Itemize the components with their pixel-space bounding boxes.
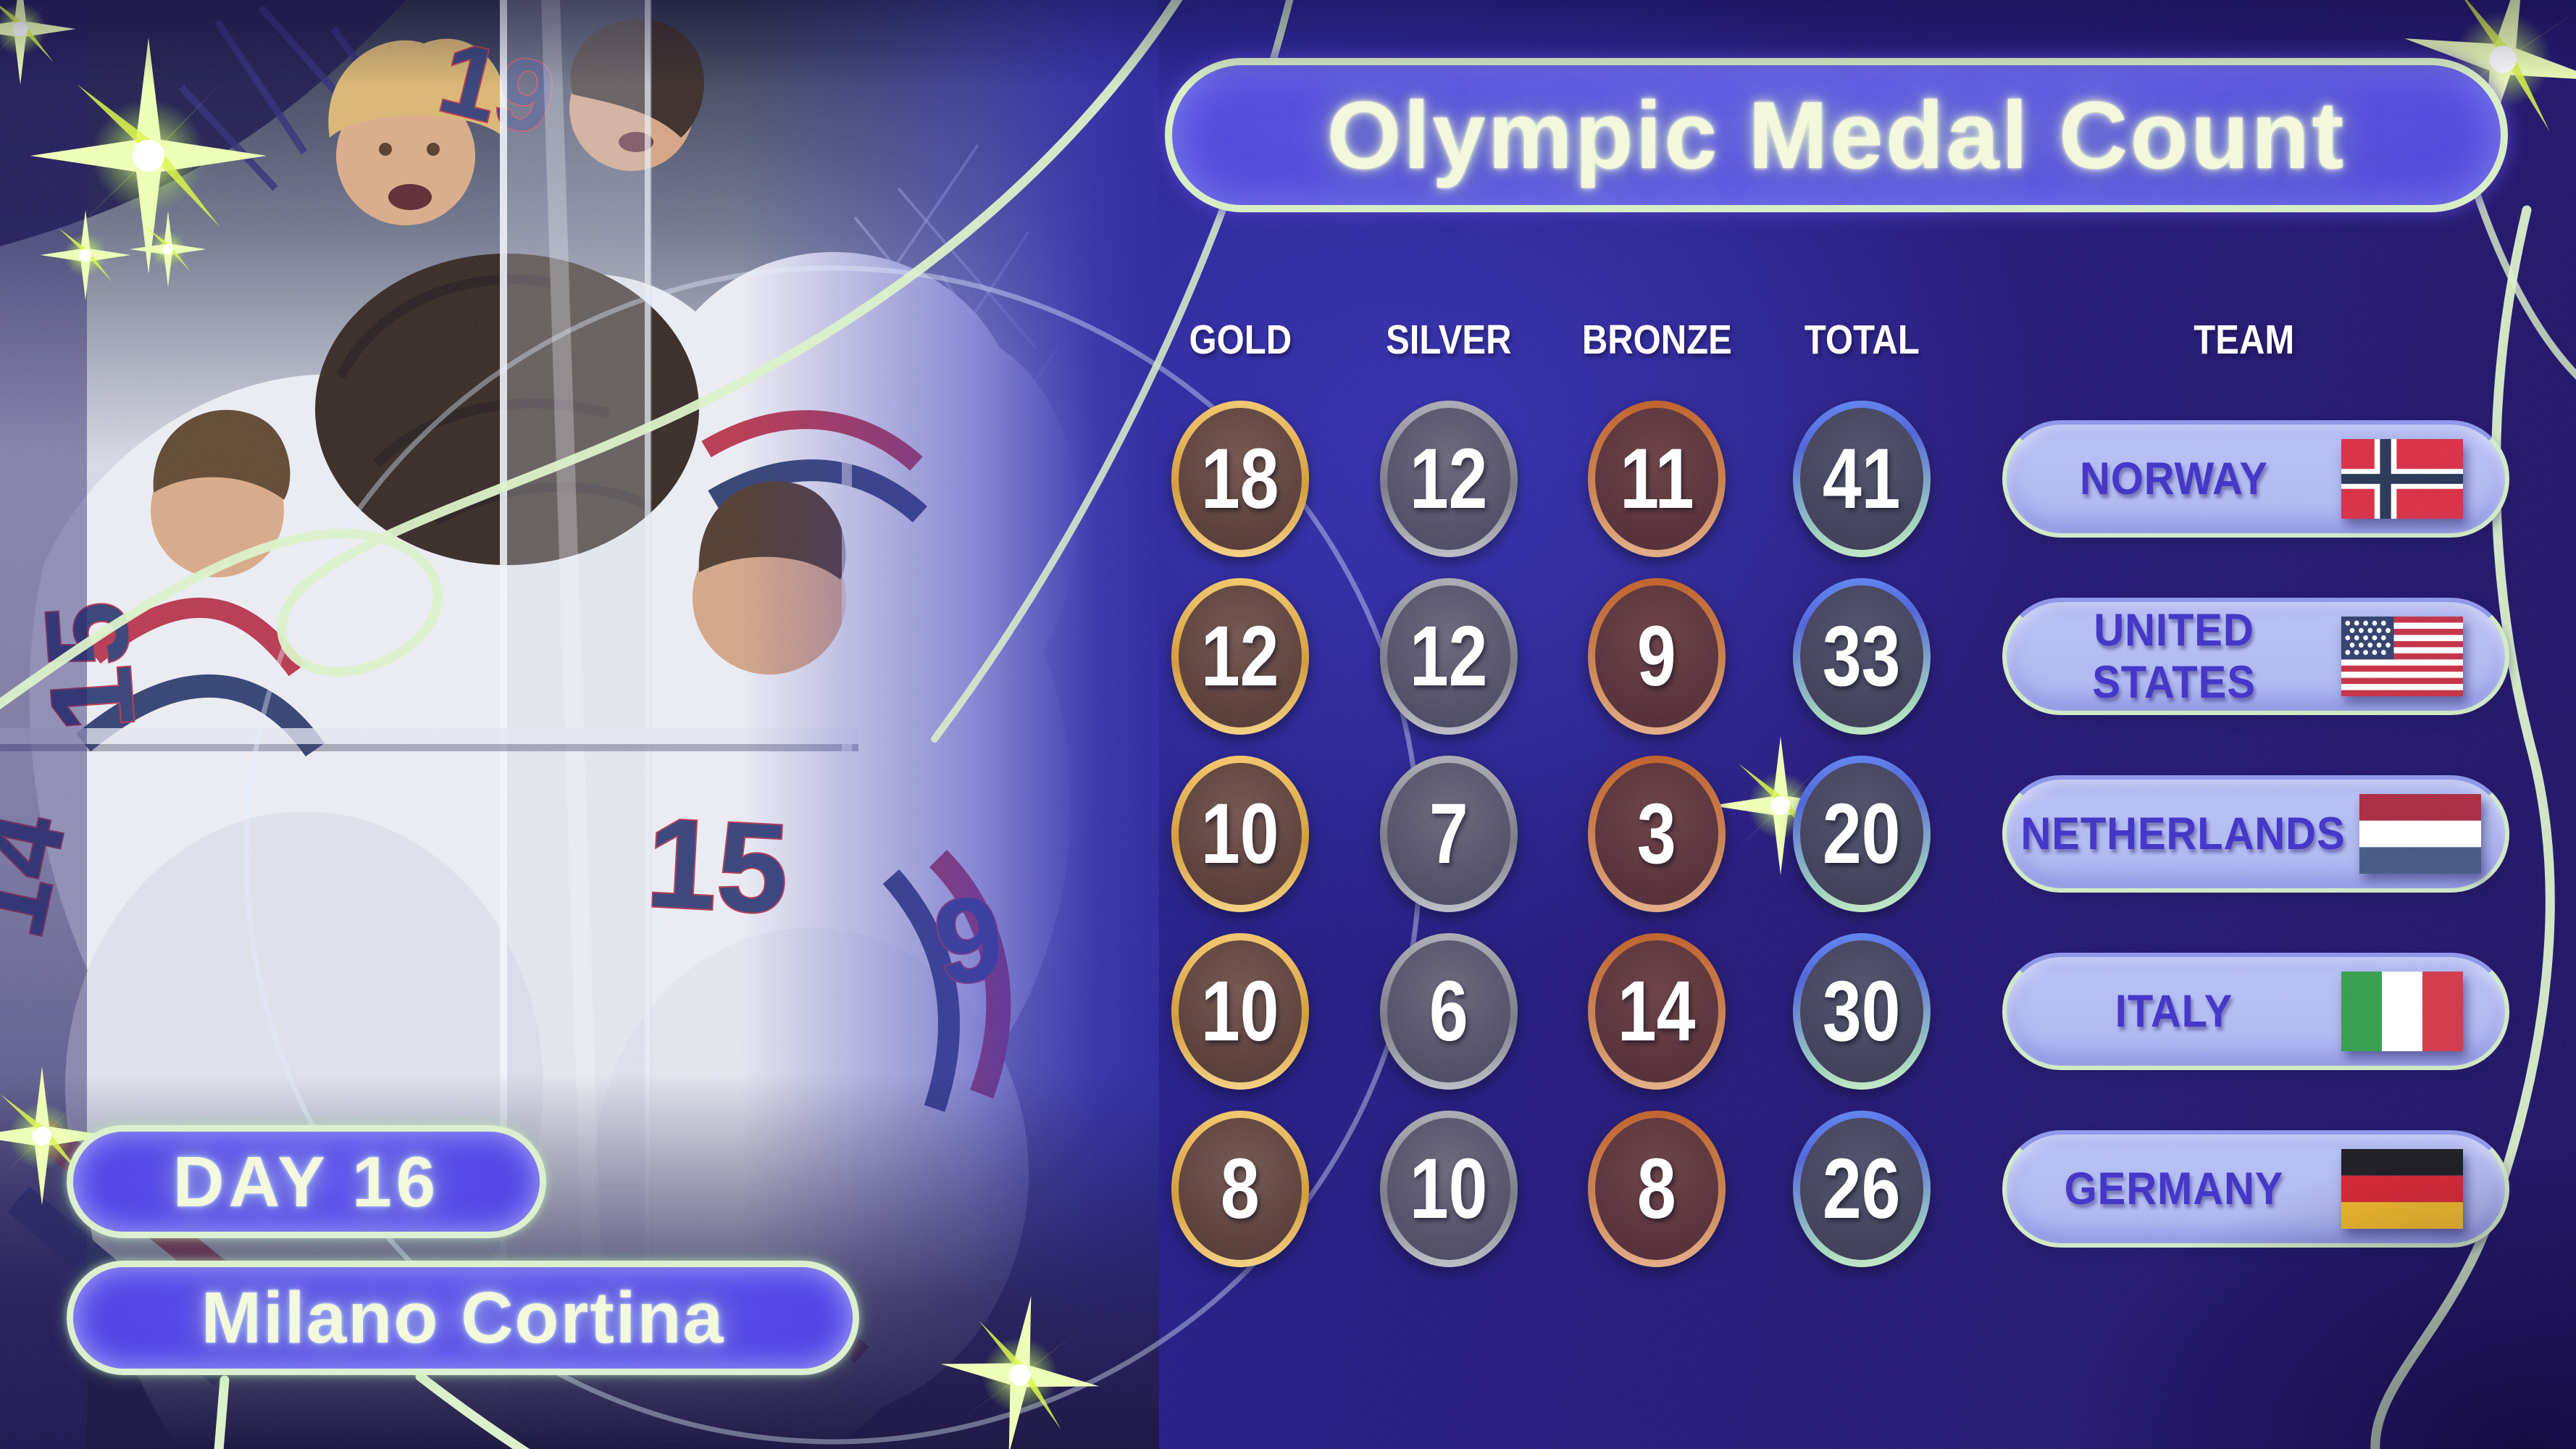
total-count: 33 [1823,609,1901,704]
bronze-medal-badge: 8 [1588,1111,1726,1267]
bronze-count: 3 [1637,786,1676,882]
total-medal-badge: 20 [1793,756,1931,912]
silver-count: 7 [1429,786,1468,882]
total-count: 30 [1823,964,1901,1059]
column-header-team: TEAM [2194,317,2295,363]
total-medal-badge: 30 [1793,933,1931,1090]
total-medal-badge: 41 [1793,401,1931,557]
gold-medal-badge: 10 [1171,933,1309,1090]
total-count: 26 [1823,1141,1901,1237]
table-row-netherlands: 10 7 3 20 NETHERLANDS [0,756,2576,912]
bronze-count: 14 [1618,964,1696,1059]
silver-medal-badge: 6 [1380,933,1518,1090]
day-badge: DAY 16 [67,1125,546,1238]
bronze-medal-badge: 3 [1588,756,1726,912]
team-pill-italy: ITALY [2002,953,2509,1070]
gold-count: 10 [1201,964,1279,1059]
table-row-italy: 10 6 14 30 ITALY [0,933,2576,1090]
bronze-medal-badge: 14 [1588,933,1726,1090]
germany-flag-icon [2341,1149,2463,1229]
team-name: GERMANY [2064,1164,2284,1214]
silver-count: 10 [1410,1141,1488,1237]
bronze-medal-badge: 9 [1588,578,1726,735]
gold-count: 10 [1201,786,1279,882]
total-count: 20 [1823,786,1901,882]
team-name: UNITED STATES [2092,605,2256,708]
team-pill-norway: NORWAY [2002,420,2509,538]
gold-medal-badge: 10 [1171,756,1309,912]
netherlands-flag-icon [2359,794,2482,874]
team-pill-germany: GERMANY [2002,1130,2509,1248]
day-label: DAY 16 [172,1141,440,1222]
norway-flag-icon [2341,439,2463,519]
gold-medal-badge: 12 [1171,578,1309,735]
team-name: ITALY [2115,986,2233,1037]
bronze-medal-badge: 11 [1588,401,1726,557]
gold-count: 12 [1201,609,1279,704]
total-medal-badge: 26 [1793,1111,1931,1267]
page-title: Olympic Medal Count [1326,82,2346,188]
gold-count: 18 [1201,431,1279,527]
title-banner: Olympic Medal Count [1165,58,2508,212]
gold-count: 8 [1221,1141,1260,1237]
silver-count: 12 [1410,609,1488,704]
column-header-gold: GOLD [1189,317,1292,363]
italy-flag-icon [2341,972,2463,1051]
team-pill-united-states: UNITED STATES [2002,598,2509,715]
total-medal-badge: 33 [1793,578,1931,735]
silver-medal-badge: 7 [1380,756,1518,912]
silver-medal-badge: 12 [1380,401,1518,557]
table-row-norway: 18 12 11 41 NORWAY [0,401,2576,557]
gold-medal-badge: 8 [1171,1111,1309,1267]
silver-count: 12 [1410,431,1488,527]
silver-medal-badge: 10 [1380,1111,1518,1267]
team-name: NETHERLANDS [2020,809,2346,859]
silver-medal-badge: 12 [1380,578,1518,735]
location-badge: Milano Cortina [67,1261,859,1375]
team-name: NORWAY [2080,454,2268,504]
total-count: 41 [1823,431,1901,527]
gold-medal-badge: 18 [1171,401,1309,557]
column-header-silver: SILVER [1386,317,1512,363]
bronze-count: 8 [1637,1141,1676,1237]
table-row-united-states: 12 12 9 33 UNITED STATES [0,578,2576,735]
united-states-flag-icon [2341,617,2463,696]
column-header-bronze: BRONZE [1581,317,1732,363]
column-header-total: TOTAL [1804,317,1920,363]
bronze-count: 11 [1619,431,1694,527]
team-pill-netherlands: NETHERLANDS [2002,775,2509,893]
silver-count: 6 [1429,964,1468,1059]
location-label: Milano Cortina [201,1277,725,1358]
bronze-count: 9 [1637,609,1676,704]
